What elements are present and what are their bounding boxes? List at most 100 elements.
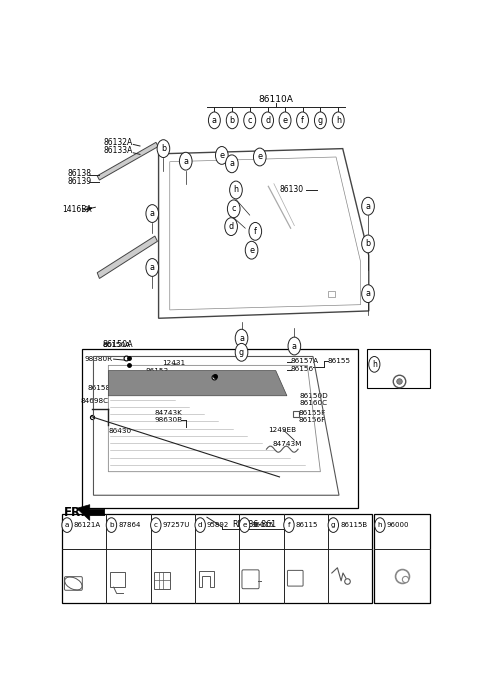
Text: 86156F: 86156F bbox=[298, 417, 325, 423]
Text: e: e bbox=[242, 522, 247, 528]
Text: a: a bbox=[65, 522, 69, 528]
Text: d: d bbox=[228, 222, 234, 231]
Text: 86158T: 86158T bbox=[88, 385, 115, 391]
Text: 86139: 86139 bbox=[67, 177, 92, 186]
Circle shape bbox=[297, 112, 309, 129]
Circle shape bbox=[216, 146, 228, 165]
Polygon shape bbox=[97, 236, 157, 279]
Text: 86130: 86130 bbox=[279, 186, 304, 194]
Text: REF.86-861: REF.86-861 bbox=[232, 520, 276, 528]
Text: e: e bbox=[249, 245, 254, 255]
Bar bbox=[155, 572, 170, 589]
Text: 86150D: 86150D bbox=[300, 393, 329, 398]
Text: 98630B: 98630B bbox=[155, 417, 183, 423]
Text: 96000: 96000 bbox=[386, 522, 409, 528]
Text: a: a bbox=[150, 263, 155, 272]
Text: 86138: 86138 bbox=[67, 169, 91, 177]
Circle shape bbox=[225, 218, 238, 235]
Circle shape bbox=[229, 181, 242, 199]
Circle shape bbox=[208, 112, 220, 129]
Text: a: a bbox=[183, 156, 188, 166]
Text: 96000: 96000 bbox=[383, 360, 407, 369]
Circle shape bbox=[240, 517, 250, 532]
Circle shape bbox=[146, 258, 158, 276]
Circle shape bbox=[157, 139, 170, 158]
Text: a: a bbox=[365, 289, 371, 298]
Text: 86150A: 86150A bbox=[103, 340, 133, 349]
Text: h: h bbox=[233, 186, 239, 194]
Circle shape bbox=[369, 356, 380, 372]
Text: 95892: 95892 bbox=[207, 522, 229, 528]
Text: f: f bbox=[288, 522, 290, 528]
Text: c: c bbox=[154, 522, 158, 528]
Circle shape bbox=[262, 112, 274, 129]
Text: b: b bbox=[161, 144, 166, 153]
Text: b: b bbox=[109, 522, 114, 528]
Circle shape bbox=[151, 517, 161, 532]
Circle shape bbox=[244, 112, 256, 129]
Polygon shape bbox=[97, 142, 158, 180]
Text: 86115B: 86115B bbox=[340, 522, 367, 528]
Circle shape bbox=[375, 517, 385, 532]
Text: 97257U: 97257U bbox=[163, 522, 190, 528]
Bar bbox=[374, 513, 430, 602]
Text: g: g bbox=[331, 522, 336, 528]
Bar bbox=[62, 513, 372, 602]
Text: c: c bbox=[231, 204, 236, 214]
Text: 96015: 96015 bbox=[251, 522, 274, 528]
Text: 86155F: 86155F bbox=[298, 409, 325, 415]
Circle shape bbox=[362, 197, 374, 215]
Circle shape bbox=[362, 235, 374, 253]
Circle shape bbox=[226, 155, 238, 173]
Text: 86156: 86156 bbox=[290, 366, 314, 371]
Circle shape bbox=[288, 337, 300, 355]
Text: 1249EB: 1249EB bbox=[268, 427, 297, 432]
Circle shape bbox=[106, 517, 117, 532]
Circle shape bbox=[226, 112, 238, 129]
Text: 12431: 12431 bbox=[196, 385, 219, 391]
Circle shape bbox=[245, 241, 258, 259]
Text: 86121A: 86121A bbox=[74, 522, 101, 528]
Circle shape bbox=[235, 343, 248, 361]
Circle shape bbox=[195, 517, 205, 532]
Text: a: a bbox=[239, 334, 244, 343]
Text: a: a bbox=[365, 202, 371, 211]
Text: e: e bbox=[283, 116, 288, 125]
Text: b: b bbox=[229, 116, 235, 125]
Circle shape bbox=[279, 112, 291, 129]
Text: a: a bbox=[229, 159, 234, 169]
Bar bbox=[83, 349, 358, 509]
Text: 98380L: 98380L bbox=[207, 377, 234, 383]
Polygon shape bbox=[77, 505, 105, 520]
Text: 86157A: 86157A bbox=[290, 358, 319, 364]
Text: e: e bbox=[257, 152, 262, 161]
Text: 86155: 86155 bbox=[328, 358, 351, 364]
Circle shape bbox=[362, 285, 374, 303]
Text: 86133A: 86133A bbox=[103, 146, 132, 155]
Circle shape bbox=[146, 205, 158, 222]
Text: 84698C: 84698C bbox=[81, 398, 108, 404]
Bar bbox=[110, 573, 125, 587]
Text: 86430: 86430 bbox=[108, 428, 132, 434]
Polygon shape bbox=[108, 371, 287, 396]
Text: b: b bbox=[365, 239, 371, 248]
Circle shape bbox=[314, 112, 326, 129]
Circle shape bbox=[180, 152, 192, 170]
Text: 86115: 86115 bbox=[296, 522, 318, 528]
Circle shape bbox=[235, 329, 248, 347]
Text: h: h bbox=[378, 522, 382, 528]
Text: h: h bbox=[372, 360, 377, 369]
Text: d: d bbox=[265, 116, 270, 125]
Text: 86110A: 86110A bbox=[258, 95, 293, 105]
Circle shape bbox=[332, 112, 344, 129]
Circle shape bbox=[249, 222, 262, 240]
Text: 1416BA: 1416BA bbox=[62, 205, 92, 214]
Circle shape bbox=[328, 517, 338, 532]
Text: 12431: 12431 bbox=[162, 360, 185, 366]
Text: e: e bbox=[219, 151, 224, 160]
Bar bbox=[328, 290, 335, 297]
Text: 86132A: 86132A bbox=[103, 138, 132, 147]
Text: 84743M: 84743M bbox=[272, 441, 301, 447]
Text: d: d bbox=[198, 522, 203, 528]
Circle shape bbox=[228, 200, 240, 218]
